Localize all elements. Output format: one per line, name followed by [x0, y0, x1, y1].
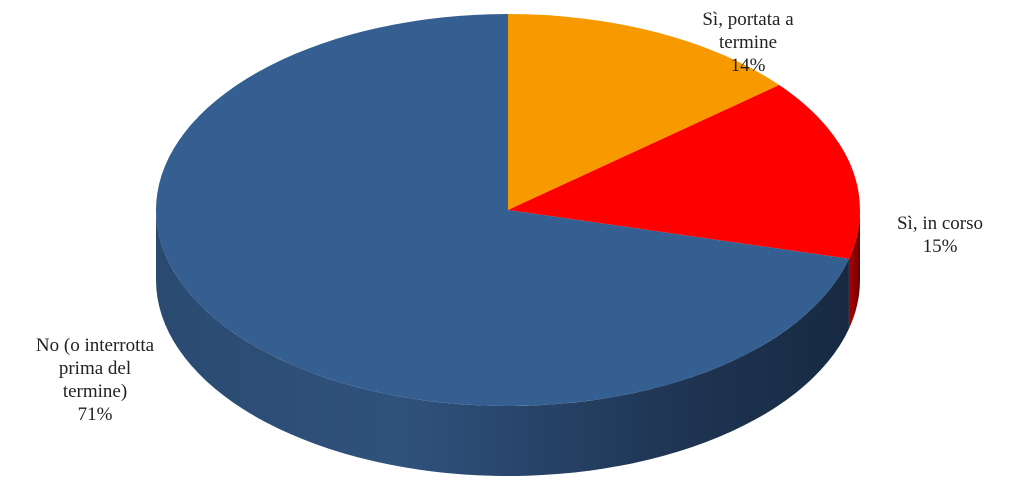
slice-no-top: [155, 14, 849, 406]
slice-si-in-corso-top: [508, 85, 860, 259]
slice-label-line: Sì, portata a: [702, 9, 794, 30]
slice-label-line: termine: [718, 32, 778, 53]
slice-no-side: [156, 210, 849, 476]
slice-label-line: prima del: [58, 358, 132, 379]
slice-label-line: No (o interrotta: [35, 335, 155, 356]
slice-label-no: No (o interrotta prima del termine) 71%: [0, 334, 190, 426]
slice-si-in-corso-side: [848, 210, 860, 329]
slice-label-line: Sì, in corso: [896, 213, 984, 234]
slice-percent-label: 71%: [77, 404, 113, 425]
slice-label-si-portata-a-termine: Sì, portata a termine 14%: [658, 8, 838, 77]
slice-percent-label: 14%: [730, 55, 766, 76]
slice-si-portata-a-termine-top: [508, 13, 780, 210]
slice-label-line: termine): [62, 381, 128, 402]
slice-label-si-in-corso: Sì, in corso 15%: [867, 212, 1013, 258]
slices-layer: [155, 13, 860, 476]
slice-percent-label: 15%: [922, 236, 958, 257]
